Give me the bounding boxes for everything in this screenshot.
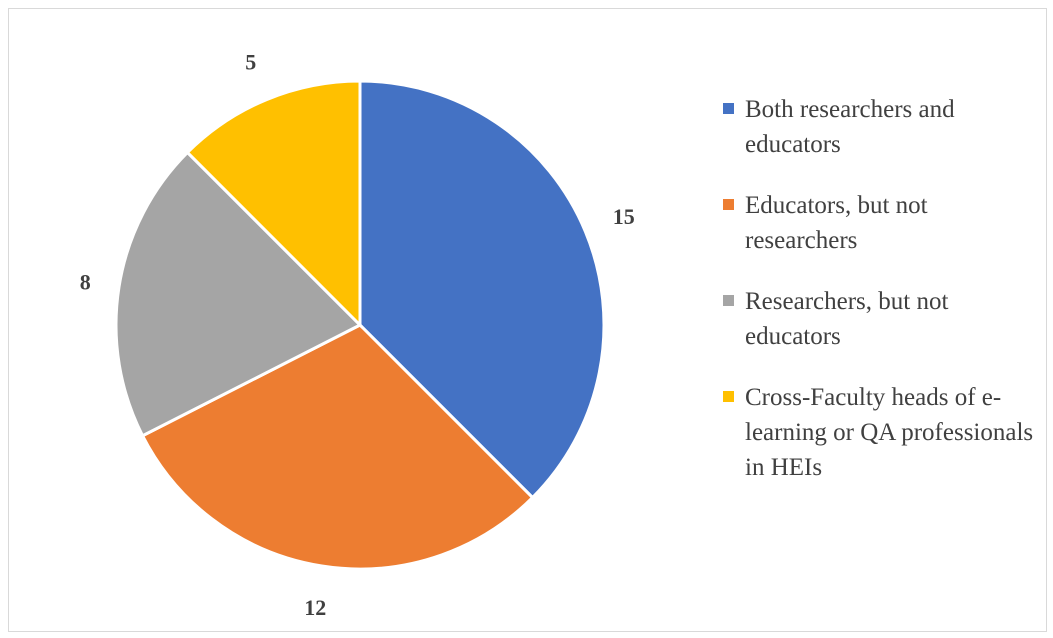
legend-item-researchers: Researchers, but not educators bbox=[723, 284, 1043, 354]
data-label-researchers: 8 bbox=[80, 270, 91, 295]
legend-swatch-cross-faculty bbox=[723, 391, 734, 402]
legend-label-both: Both researchers and educators bbox=[745, 96, 955, 158]
legend-item-both: Both researchers and educators bbox=[723, 92, 1043, 162]
data-label-both: 15 bbox=[613, 204, 635, 229]
data-label-cross-faculty: 5 bbox=[245, 49, 256, 74]
data-label-educators: 12 bbox=[304, 595, 326, 620]
legend-swatch-researchers bbox=[723, 295, 734, 306]
legend: Both researchers and educators Educators… bbox=[723, 92, 1043, 511]
pie-slice-educators bbox=[140, 323, 535, 571]
legend-item-cross-faculty: Cross-Faculty heads of e-learning or QA … bbox=[723, 380, 1043, 485]
legend-swatch-both bbox=[723, 103, 734, 114]
legend-label-cross-faculty: Cross-Faculty heads of e-learning or QA … bbox=[745, 384, 1034, 481]
chart-area bbox=[8, 8, 1047, 632]
data-labels: 15 12 8 5 bbox=[80, 49, 635, 620]
pie-slices bbox=[114, 79, 606, 571]
pie-slice-cross-faculty bbox=[185, 79, 362, 329]
pie-slice-both bbox=[358, 79, 606, 500]
legend-swatch-educators bbox=[723, 199, 734, 210]
legend-label-researchers: Researchers, but not educators bbox=[745, 288, 949, 350]
legend-item-educators: Educators, but not researchers bbox=[723, 188, 1043, 258]
legend-label-educators: Educators, but not researchers bbox=[745, 192, 928, 254]
pie-slice-researchers bbox=[114, 150, 363, 438]
